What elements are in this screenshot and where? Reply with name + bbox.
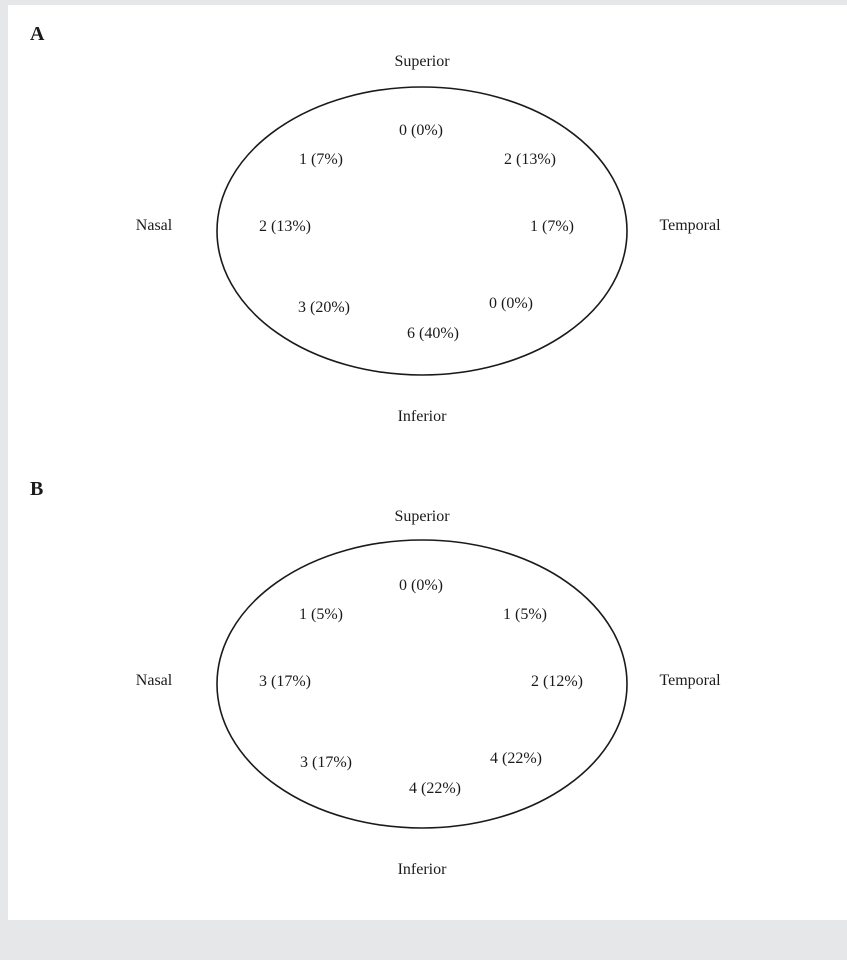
region-top-count: 0 (0%) bbox=[399, 577, 443, 594]
panel-letter: B bbox=[30, 478, 44, 500]
direction-inferior: Inferior bbox=[397, 861, 447, 878]
region-upper-right-count: 1 (5%) bbox=[503, 606, 547, 623]
direction-temporal: Temporal bbox=[659, 672, 721, 689]
region-lower-right-count: 0 (0%) bbox=[489, 295, 533, 312]
direction-temporal: Temporal bbox=[659, 217, 721, 234]
region-upper-left-count: 1 (5%) bbox=[299, 606, 343, 623]
panel-b: B Superior Inferior Nasal Temporal 0 (0%… bbox=[8, 460, 847, 910]
region-upper-left-count: 1 (7%) bbox=[299, 151, 343, 168]
region-mid-right-count: 1 (7%) bbox=[530, 218, 574, 235]
direction-nasal: Nasal bbox=[135, 672, 173, 689]
region-lower-left-count: 3 (17%) bbox=[300, 754, 352, 771]
direction-inferior: Inferior bbox=[397, 408, 447, 425]
region-bottom-count: 6 (40%) bbox=[407, 325, 459, 342]
direction-superior: Superior bbox=[394, 53, 450, 70]
eye-ellipse bbox=[216, 86, 628, 376]
region-upper-right-count: 2 (13%) bbox=[504, 151, 556, 168]
region-lower-left-count: 3 (20%) bbox=[298, 299, 350, 316]
panel-a: A Superior Inferior Nasal Temporal 0 (0%… bbox=[8, 5, 847, 455]
direction-superior: Superior bbox=[394, 508, 450, 525]
direction-nasal: Nasal bbox=[135, 217, 173, 234]
figure-card: A Superior Inferior Nasal Temporal 0 (0%… bbox=[8, 5, 847, 920]
panel-letter: A bbox=[30, 23, 45, 45]
region-lower-right-count: 4 (22%) bbox=[490, 750, 542, 767]
eye-ellipse bbox=[216, 539, 628, 829]
region-mid-right-count: 2 (12%) bbox=[531, 673, 583, 690]
region-bottom-count: 4 (22%) bbox=[409, 780, 461, 797]
region-mid-left-count: 3 (17%) bbox=[259, 673, 311, 690]
region-mid-left-count: 2 (13%) bbox=[259, 218, 311, 235]
region-top-count: 0 (0%) bbox=[399, 122, 443, 139]
